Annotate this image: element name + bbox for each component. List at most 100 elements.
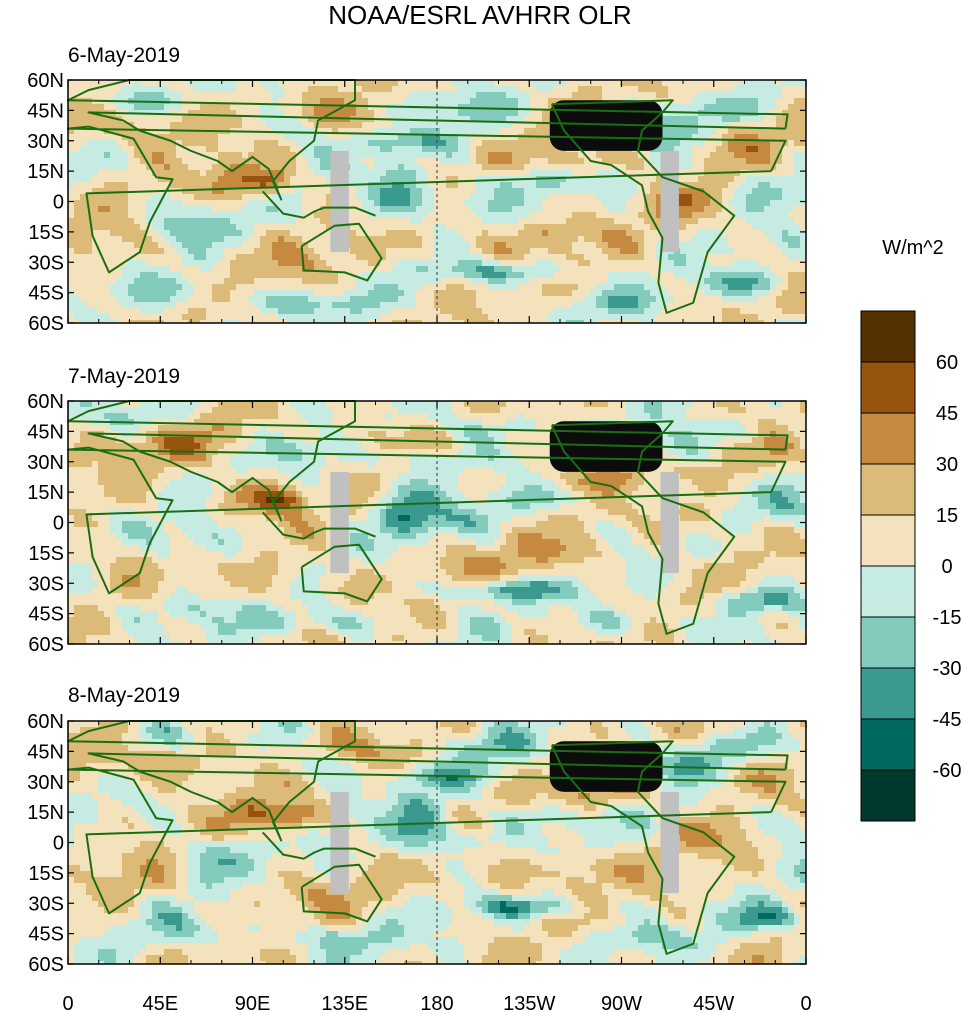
- olr-cell: [488, 272, 495, 279]
- olr-cell: [494, 116, 501, 123]
- olr-cell: [146, 302, 153, 309]
- olr-cell: [326, 140, 333, 147]
- olr-cell: [308, 242, 315, 249]
- olr-cell: [698, 152, 705, 159]
- olr-cell: [764, 218, 771, 225]
- olr-cell: [104, 80, 111, 87]
- olr-cell: [800, 188, 807, 195]
- olr-cell: [422, 146, 429, 153]
- olr-cell: [716, 266, 723, 273]
- olr-cell: [296, 128, 303, 135]
- olr-cell: [716, 206, 723, 213]
- olr-cell: [722, 230, 729, 237]
- olr-cell: [482, 230, 489, 237]
- olr-cell: [464, 122, 471, 129]
- olr-cell: [308, 212, 315, 219]
- olr-cell: [110, 224, 117, 231]
- olr-cell: [440, 176, 447, 183]
- olr-cell: [236, 308, 243, 315]
- olr-cell: [590, 296, 597, 303]
- olr-cell: [350, 266, 357, 273]
- olr-cell: [602, 230, 609, 237]
- olr-cell: [506, 212, 513, 219]
- olr-cell: [506, 302, 513, 309]
- olr-cell: [308, 146, 315, 153]
- olr-cell: [104, 254, 111, 261]
- olr-cell: [686, 188, 693, 195]
- olr-cell: [620, 290, 627, 297]
- olr-cell: [194, 284, 201, 291]
- olr-cell: [698, 134, 705, 141]
- olr-cell: [614, 206, 621, 213]
- olr-cell: [620, 314, 627, 321]
- olr-cell: [158, 290, 165, 297]
- olr-cell: [746, 230, 753, 237]
- olr-cell: [284, 260, 291, 267]
- olr-cell: [494, 212, 501, 219]
- olr-cell: [716, 134, 723, 141]
- olr-cell: [194, 290, 201, 297]
- olr-cell: [206, 248, 213, 255]
- olr-cell: [212, 206, 219, 213]
- olr-cell: [290, 152, 297, 159]
- olr-cell: [134, 266, 141, 273]
- olr-cell: [554, 200, 561, 207]
- olr-cell: [158, 236, 165, 243]
- olr-cell: [164, 284, 171, 291]
- olr-cell: [80, 206, 87, 213]
- olr-cell: [794, 110, 801, 117]
- olr-cell: [788, 296, 795, 303]
- olr-cell: [590, 230, 597, 237]
- olr-cell: [734, 86, 741, 93]
- olr-cell: [464, 116, 471, 123]
- olr-cell: [692, 266, 699, 273]
- olr-cell: [386, 146, 393, 153]
- olr-cell: [230, 92, 237, 99]
- olr-cell: [710, 140, 717, 147]
- olr-cell: [560, 206, 567, 213]
- olr-cell: [188, 290, 195, 297]
- olr-cell: [92, 308, 99, 315]
- olr-cell: [134, 170, 141, 177]
- olr-cell: [434, 170, 441, 177]
- olr-cell: [494, 236, 501, 243]
- olr-cell: [506, 266, 513, 273]
- olr-cell: [662, 104, 669, 111]
- olr-cell: [470, 182, 477, 189]
- olr-cell: [212, 284, 219, 291]
- olr-cell: [782, 80, 789, 87]
- olr-cell: [698, 140, 705, 147]
- olr-cell: [752, 278, 759, 285]
- olr-cell: [206, 104, 213, 111]
- olr-cell: [92, 170, 99, 177]
- olr-cell: [674, 140, 681, 147]
- olr-cell: [296, 80, 303, 87]
- olr-cell: [566, 236, 573, 243]
- olr-cell: [434, 296, 441, 303]
- olr-cell: [638, 200, 645, 207]
- olr-cell: [332, 80, 339, 87]
- olr-cell: [224, 302, 231, 309]
- olr-cell: [182, 188, 189, 195]
- olr-cell: [260, 308, 267, 315]
- olr-cell: [176, 104, 183, 111]
- olr-cell: [596, 278, 603, 285]
- olr-cell: [584, 308, 591, 315]
- olr-cell: [686, 236, 693, 243]
- olr-cell: [674, 266, 681, 273]
- olr-cell: [362, 320, 369, 324]
- olr-cell: [482, 164, 489, 171]
- olr-cell: [536, 230, 543, 237]
- olr-cell: [608, 314, 615, 321]
- olr-cell: [296, 116, 303, 123]
- olr-cell: [74, 170, 81, 177]
- olr-cell: [380, 140, 387, 147]
- olr-cell: [134, 128, 141, 135]
- olr-cell: [680, 194, 687, 201]
- olr-cell: [782, 188, 789, 195]
- olr-cell: [386, 152, 393, 159]
- olr-cell: [800, 314, 807, 321]
- olr-cell: [608, 152, 615, 159]
- olr-cell: [560, 92, 567, 99]
- olr-cell: [284, 230, 291, 237]
